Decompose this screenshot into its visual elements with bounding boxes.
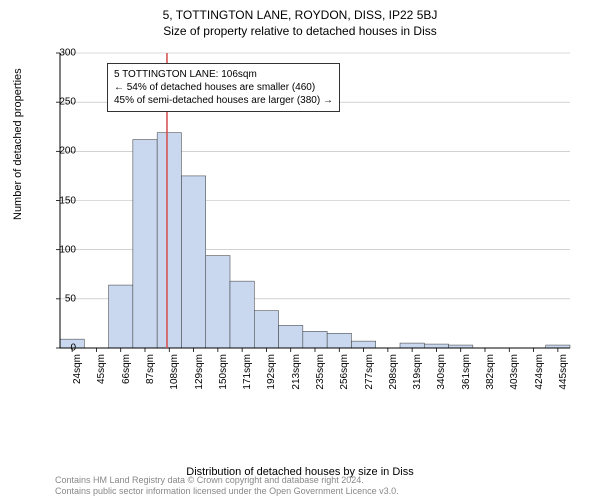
x-tick-label: 403sqm	[509, 354, 520, 404]
chart-title: 5, TOTTINGTON LANE, ROYDON, DISS, IP22 5…	[0, 0, 600, 22]
x-tick-label: 445sqm	[558, 354, 569, 404]
x-tick-label: 192sqm	[266, 354, 277, 404]
x-tick-label: 87sqm	[145, 354, 156, 404]
x-tick-label: 171sqm	[242, 354, 253, 404]
x-tick-label: 108sqm	[169, 354, 180, 404]
credits: Contains HM Land Registry data © Crown c…	[55, 475, 399, 497]
y-tick-label: 150	[36, 195, 76, 206]
x-tick-label: 319sqm	[412, 354, 423, 404]
x-tick-label: 340sqm	[436, 354, 447, 404]
chart-area: 5 TOTTINGTON LANE: 106sqm ← 54% of detac…	[55, 48, 575, 398]
x-tick-label: 424sqm	[534, 354, 545, 404]
y-axis-label: Number of detached properties	[12, 68, 24, 220]
credits-line-2: Contains public sector information licen…	[55, 486, 399, 497]
x-tick-label: 45sqm	[96, 354, 107, 404]
y-tick-label: 50	[36, 293, 76, 304]
y-tick-label: 250	[36, 97, 76, 108]
x-tick-label: 129sqm	[194, 354, 205, 404]
y-tick-label: 300	[36, 48, 76, 59]
x-tick-label: 235sqm	[315, 354, 326, 404]
y-tick-label: 200	[36, 146, 76, 157]
x-tick-label: 256sqm	[339, 354, 350, 404]
annotation-box: 5 TOTTINGTON LANE: 106sqm ← 54% of detac…	[107, 63, 340, 112]
y-tick-label: 0	[36, 343, 76, 354]
x-tick-label: 24sqm	[72, 354, 83, 404]
annotation-line-1: 5 TOTTINGTON LANE: 106sqm	[114, 68, 333, 81]
credits-line-1: Contains HM Land Registry data © Crown c…	[55, 475, 399, 486]
x-tick-label: 150sqm	[218, 354, 229, 404]
annotation-line-3: 45% of semi-detached houses are larger (…	[114, 94, 333, 107]
x-tick-label: 298sqm	[388, 354, 399, 404]
x-tick-label: 66sqm	[121, 354, 132, 404]
x-tick-label: 361sqm	[461, 354, 472, 404]
y-tick-label: 100	[36, 244, 76, 255]
annotation-line-2: ← 54% of detached houses are smaller (46…	[114, 81, 333, 94]
chart-subtitle: Size of property relative to detached ho…	[0, 22, 600, 38]
x-tick-label: 382sqm	[485, 354, 496, 404]
x-tick-label: 213sqm	[291, 354, 302, 404]
x-tick-label: 277sqm	[364, 354, 375, 404]
